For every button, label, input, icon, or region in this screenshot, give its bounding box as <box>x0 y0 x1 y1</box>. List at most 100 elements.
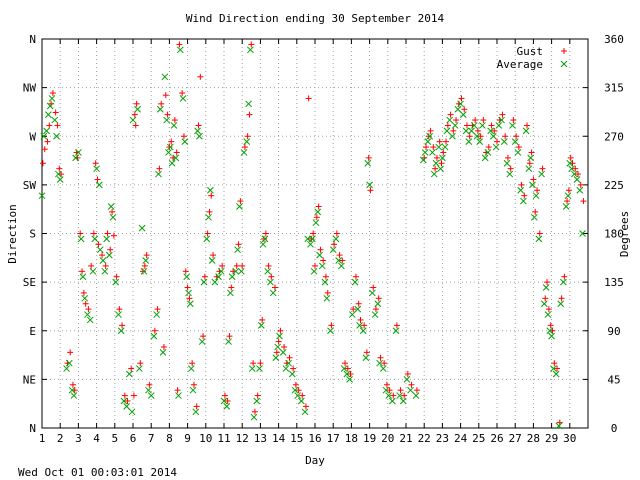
x-tick-label: 18 <box>345 432 358 445</box>
average-point <box>490 132 497 140</box>
average-point <box>506 170 514 178</box>
average-point <box>109 213 117 221</box>
average-point <box>359 327 367 335</box>
gust-point <box>171 117 178 124</box>
gust-point <box>206 208 213 215</box>
gust-point <box>322 273 329 280</box>
legend-label-gust: Gust <box>517 45 544 58</box>
gust-point <box>128 365 135 372</box>
average-point <box>511 138 519 146</box>
average-point <box>449 132 456 140</box>
gust-point <box>367 187 374 194</box>
gust-point <box>259 316 266 323</box>
gust-point <box>201 273 208 280</box>
gust-point <box>357 316 364 323</box>
average-point <box>443 127 451 135</box>
y-right-tick-label: 45 <box>607 373 620 386</box>
gust-point <box>377 354 384 361</box>
gust-point <box>423 144 430 151</box>
average-point <box>91 235 99 243</box>
gust-point <box>292 381 299 388</box>
average-point <box>396 392 403 399</box>
gust-point <box>52 109 59 116</box>
average-point <box>40 132 48 140</box>
average-point <box>439 154 446 162</box>
average-point <box>95 181 103 189</box>
average-point <box>343 370 351 378</box>
average-point <box>186 300 194 308</box>
x-tick-label: 15 <box>290 432 303 445</box>
average-point <box>253 397 261 405</box>
gust-point <box>219 262 226 269</box>
average-point <box>335 257 343 264</box>
gust-point <box>518 181 525 188</box>
gust-point <box>132 122 139 129</box>
y-tick-label: SW <box>23 179 37 192</box>
average-point <box>310 267 318 275</box>
gust-point <box>342 360 349 367</box>
average-point <box>316 251 323 259</box>
gust-point <box>221 392 228 399</box>
average-point <box>234 246 242 254</box>
gust-point <box>504 154 511 161</box>
average-point <box>161 73 169 81</box>
average-point <box>465 138 473 146</box>
x-tick-label: 6 <box>130 432 137 445</box>
gust-point <box>79 268 86 275</box>
average-point <box>412 392 420 399</box>
gust-point <box>397 387 404 394</box>
gust-point <box>151 327 158 334</box>
x-tick-label: 8 <box>166 432 173 445</box>
average-point <box>123 403 130 410</box>
average-point <box>522 127 530 135</box>
gust-point <box>146 381 153 388</box>
gust-point <box>363 349 370 356</box>
gust-point <box>230 268 237 275</box>
gust-point <box>532 208 539 215</box>
average-point <box>446 116 454 124</box>
average-point <box>419 156 427 164</box>
x-tick-label: 19 <box>363 432 376 445</box>
average-point <box>163 116 171 124</box>
gust-point <box>190 381 197 388</box>
average-point <box>530 213 538 221</box>
gust-point <box>170 154 177 161</box>
x-tick-label: 17 <box>327 432 340 445</box>
average-point <box>503 159 511 167</box>
average-point <box>187 365 195 372</box>
average-point <box>247 46 254 54</box>
average-point <box>338 262 345 270</box>
gust-point <box>383 381 390 388</box>
gust-point <box>121 392 128 399</box>
gust-point <box>461 106 468 113</box>
average-point <box>55 170 62 178</box>
gust-point <box>160 343 167 350</box>
gust-point <box>158 100 165 107</box>
gust-point <box>513 133 520 140</box>
gust-point <box>453 117 460 124</box>
gust-point <box>413 387 420 394</box>
gust-point <box>107 246 114 253</box>
average-point <box>468 127 475 135</box>
average-point <box>544 311 552 318</box>
x-tick-label: 4 <box>93 432 100 445</box>
gust-point <box>494 138 500 145</box>
average-point <box>211 278 219 286</box>
average-point <box>217 267 225 275</box>
gust-point <box>156 165 163 172</box>
average-point <box>576 186 584 194</box>
average-point <box>362 354 370 362</box>
average-point <box>579 230 586 237</box>
gust-point <box>154 306 161 313</box>
average-point <box>479 122 486 129</box>
average-point <box>307 240 314 248</box>
average-point <box>155 170 162 178</box>
gust-point <box>176 41 183 48</box>
gust-point <box>474 127 481 134</box>
average-point <box>165 149 172 156</box>
gust-point <box>39 160 46 167</box>
gust-point <box>133 100 140 107</box>
x-axis: 1 2 3 4 5 6 7 8 9 10 11 12 13 14 15 16 17 18 19 20 21 22 23 24 2… <box>39 39 576 445</box>
gust-point <box>208 192 215 199</box>
average-point <box>153 311 161 318</box>
